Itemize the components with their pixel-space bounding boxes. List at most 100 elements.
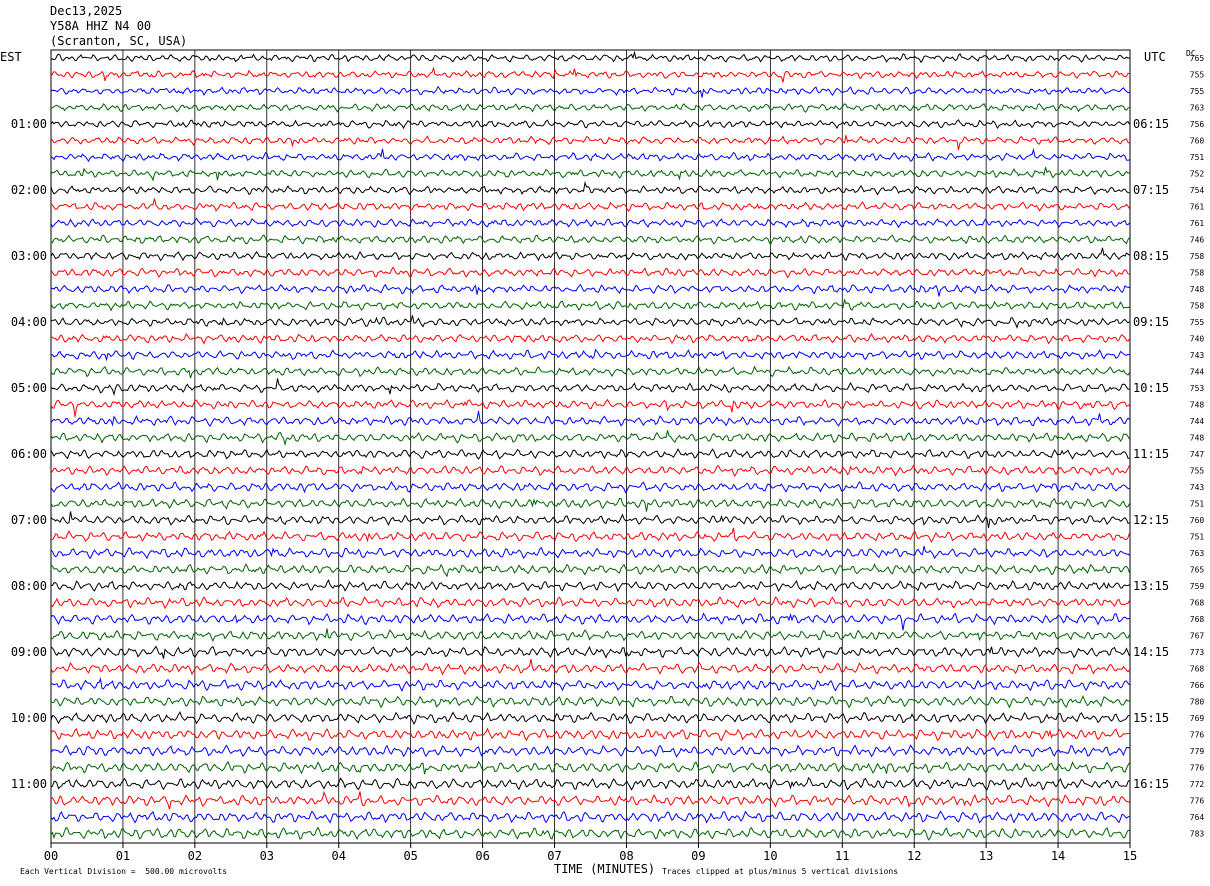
dc-offset-label: 752 xyxy=(1190,170,1205,179)
dc-offset-label: 743 xyxy=(1190,483,1205,492)
dc-offset-label: 746 xyxy=(1190,236,1205,245)
left-hour-label: 01:00 xyxy=(11,117,47,131)
right-hour-label: 12:15 xyxy=(1133,513,1169,527)
dc-offset-label: 761 xyxy=(1190,219,1205,228)
seismic-trace xyxy=(50,480,1130,494)
seismic-trace xyxy=(50,810,1130,824)
dc-offset-label: 779 xyxy=(1190,747,1205,756)
station-location: (Scranton, SC, USA) xyxy=(50,34,188,48)
x-tick-label: 10 xyxy=(763,849,777,863)
dc-offset-label: 755 xyxy=(1190,318,1205,327)
seismic-trace xyxy=(50,563,1130,578)
station-id: Y58A HHZ N4 00 xyxy=(50,19,152,33)
dc-offset-label: 768 xyxy=(1190,665,1205,674)
dc-offset-label: 751 xyxy=(1190,533,1205,542)
seismic-trace xyxy=(50,645,1130,659)
seismic-trace xyxy=(50,119,1130,130)
right-hour-label: 07:15 xyxy=(1133,183,1169,197)
dc-offset-label: 780 xyxy=(1190,698,1205,707)
seismic-trace xyxy=(50,776,1130,791)
dc-offset-label: 765 xyxy=(1190,566,1205,575)
seismic-trace xyxy=(50,398,1130,417)
x-tick-label: 05 xyxy=(403,849,417,863)
dc-offset-label: 755 xyxy=(1190,467,1205,476)
dc-offset-label: 769 xyxy=(1190,714,1205,723)
dc-offset-label: 768 xyxy=(1190,599,1205,608)
dc-offset-label: 761 xyxy=(1190,203,1205,212)
dc-offset-label: 768 xyxy=(1190,615,1205,624)
seismic-trace xyxy=(50,596,1130,610)
x-tick-label: 07 xyxy=(547,849,561,863)
seismic-trace xyxy=(50,85,1130,98)
seismic-trace xyxy=(51,333,1130,345)
x-tick-label: 09 xyxy=(691,849,705,863)
seismic-trace xyxy=(50,497,1130,512)
left-hour-label: 02:00 xyxy=(11,183,47,197)
seismic-trace xyxy=(50,348,1130,362)
dc-offset-label: 753 xyxy=(1190,384,1205,393)
right-hour-label: 14:15 xyxy=(1133,645,1169,659)
seismic-trace xyxy=(50,234,1130,245)
x-tick-label: 03 xyxy=(260,849,274,863)
seismic-trace xyxy=(50,677,1130,693)
dc-offset-label: 758 xyxy=(1190,302,1205,311)
seismic-trace xyxy=(50,695,1130,709)
seismic-trace xyxy=(50,283,1130,297)
dc-offset-label: 783 xyxy=(1190,830,1205,839)
dc-offset-label: 740 xyxy=(1190,335,1205,344)
right-hour-label: 11:15 xyxy=(1133,447,1169,461)
seismic-trace xyxy=(50,727,1130,742)
dc-offset-label: 744 xyxy=(1190,417,1205,426)
seismic-trace xyxy=(50,511,1130,528)
x-tick-label: 08 xyxy=(619,849,633,863)
seismic-trace xyxy=(50,135,1130,151)
seismic-trace xyxy=(50,365,1130,379)
x-tick-label: 06 xyxy=(475,849,489,863)
dc-offset-label: 763 xyxy=(1190,104,1205,113)
left-hour-label: 04:00 xyxy=(11,315,47,329)
seismic-trace xyxy=(50,430,1130,447)
footer-scale-note: Each Vertical Division = 500.00 microvol… xyxy=(20,867,228,876)
x-tick-label: 13 xyxy=(979,849,993,863)
seismic-trace xyxy=(50,167,1130,182)
dc-offset-label: 772 xyxy=(1190,780,1205,789)
seismic-trace xyxy=(50,410,1130,427)
dc-offset-label: 751 xyxy=(1190,500,1205,509)
dc-offset-label: 767 xyxy=(1190,632,1205,641)
dc-offset-label: 763 xyxy=(1190,549,1205,558)
dc-offset-label: 748 xyxy=(1190,401,1205,410)
seismic-trace xyxy=(50,579,1130,593)
seismic-trace xyxy=(50,790,1130,810)
seismic-trace xyxy=(50,181,1130,196)
seismic-trace xyxy=(50,826,1130,841)
seismic-trace xyxy=(50,266,1130,279)
seismic-trace xyxy=(50,527,1130,543)
dc-offset-label: 747 xyxy=(1190,450,1205,459)
x-tick-label: 12 xyxy=(907,849,921,863)
dc-offset-label: 748 xyxy=(1190,285,1205,294)
seismic-trace xyxy=(50,744,1130,758)
seismic-trace xyxy=(50,464,1130,477)
seismic-trace xyxy=(50,50,1130,64)
dc-offset-label: 766 xyxy=(1190,681,1205,690)
dc-offset-label: 743 xyxy=(1190,351,1205,360)
right-hour-label: 06:15 xyxy=(1133,117,1169,131)
x-tick-label: 04 xyxy=(332,849,346,863)
seismic-trace xyxy=(50,315,1130,330)
dc-offset-label: 760 xyxy=(1190,516,1205,525)
right-hour-label: 15:15 xyxy=(1133,711,1169,725)
right-hour-label: 08:15 xyxy=(1133,249,1169,263)
right-hour-label: 16:15 xyxy=(1133,777,1169,791)
x-tick-label: 00 xyxy=(44,849,58,863)
dc-offset-label: 773 xyxy=(1190,648,1205,657)
dc-offset-label: 748 xyxy=(1190,434,1205,443)
dc-offset-label: 756 xyxy=(1190,120,1205,129)
dc-offset-label: 751 xyxy=(1190,153,1205,162)
plot-frame xyxy=(50,49,1131,844)
left-hour-label: 07:00 xyxy=(11,513,47,527)
dc-offset-label: 776 xyxy=(1190,764,1205,773)
seismic-trace xyxy=(50,612,1130,631)
dc-offset-label: 765 xyxy=(1190,54,1205,63)
dc-offset-label: 776 xyxy=(1190,731,1205,740)
